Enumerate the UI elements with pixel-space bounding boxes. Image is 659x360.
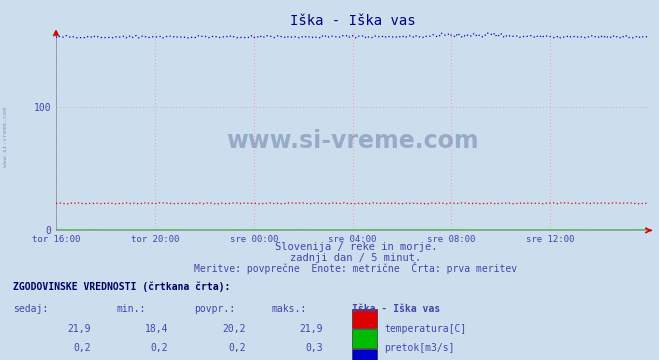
Text: 0,2: 0,2 <box>150 343 168 354</box>
Text: sedaj:: sedaj: <box>13 304 48 314</box>
Text: ZGODOVINSKE VREDNOSTI (črtkana črta):: ZGODOVINSKE VREDNOSTI (črtkana črta): <box>13 282 231 292</box>
Bar <box>352 329 377 348</box>
Text: 0,2: 0,2 <box>228 343 246 354</box>
Text: 21,9: 21,9 <box>300 324 323 334</box>
Text: Meritve: povprečne  Enote: metrične  Črta: prva meritev: Meritve: povprečne Enote: metrične Črta:… <box>194 262 517 274</box>
Bar <box>352 349 377 360</box>
Text: www.si-vreme.com: www.si-vreme.com <box>226 129 479 153</box>
Text: 21,9: 21,9 <box>67 324 90 334</box>
Text: zadnji dan / 5 minut.: zadnji dan / 5 minut. <box>290 253 422 263</box>
Text: 20,2: 20,2 <box>222 324 246 334</box>
Text: temperatura[C]: temperatura[C] <box>384 324 467 334</box>
Text: Slovenija / reke in morje.: Slovenija / reke in morje. <box>275 242 437 252</box>
Text: 0,2: 0,2 <box>73 343 90 354</box>
Bar <box>352 310 377 328</box>
Text: 18,4: 18,4 <box>144 324 168 334</box>
Title: Iška - Iška vas: Iška - Iška vas <box>290 14 415 28</box>
Text: Iška - Iška vas: Iška - Iška vas <box>352 304 440 314</box>
Text: maks.:: maks.: <box>272 304 306 314</box>
Text: 0,3: 0,3 <box>305 343 323 354</box>
Text: www.si-vreme.com: www.si-vreme.com <box>3 107 8 167</box>
Text: min.:: min.: <box>117 304 146 314</box>
Text: povpr.:: povpr.: <box>194 304 235 314</box>
Text: pretok[m3/s]: pretok[m3/s] <box>384 343 455 354</box>
